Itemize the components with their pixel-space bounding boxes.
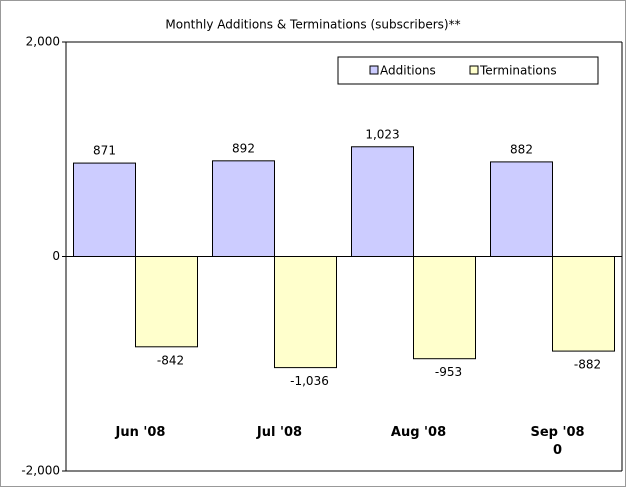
x-tick-label: Aug '08: [391, 425, 446, 440]
y-tick-label: -2,000: [21, 464, 60, 478]
legend-swatch: [369, 65, 379, 75]
legend-box: [337, 56, 599, 85]
value-label: -882: [574, 358, 601, 372]
bar: [274, 256, 337, 369]
bar: [351, 146, 414, 257]
value-label: 1,023: [365, 127, 399, 141]
x-tick-label: Sep '08 0: [530, 425, 584, 458]
value-label: -1,036: [290, 374, 329, 388]
legend-label: Terminations: [479, 64, 557, 78]
bar: [490, 161, 553, 257]
y-tick-label: 2,000: [26, 35, 60, 49]
bar: [73, 162, 136, 257]
x-tick-label-line: Jul '08: [256, 425, 302, 440]
value-label: -842: [157, 353, 184, 367]
value-label: -953: [435, 365, 462, 379]
bar: [552, 256, 615, 352]
x-tick-label-line: 0: [553, 443, 562, 458]
value-label: 882: [510, 142, 533, 156]
value-label: 871: [93, 144, 116, 158]
chart-title: Monthly Additions & Terminations (subscr…: [165, 18, 460, 32]
x-tick-label-line: Sep '08: [530, 425, 584, 440]
x-tick-label-line: Jun '08: [115, 425, 166, 440]
x-tick-label: Jul '08: [256, 425, 302, 440]
x-tick-label: Jun '08: [115, 425, 166, 440]
legend-swatch: [469, 65, 479, 75]
value-label: 892: [232, 141, 255, 155]
bar: [212, 160, 275, 257]
bar: [135, 256, 198, 348]
y-tick-label: 0: [52, 249, 60, 263]
bar: [413, 256, 476, 360]
x-tick-label-line: Aug '08: [391, 425, 446, 440]
legend-label: Additions: [380, 64, 436, 78]
